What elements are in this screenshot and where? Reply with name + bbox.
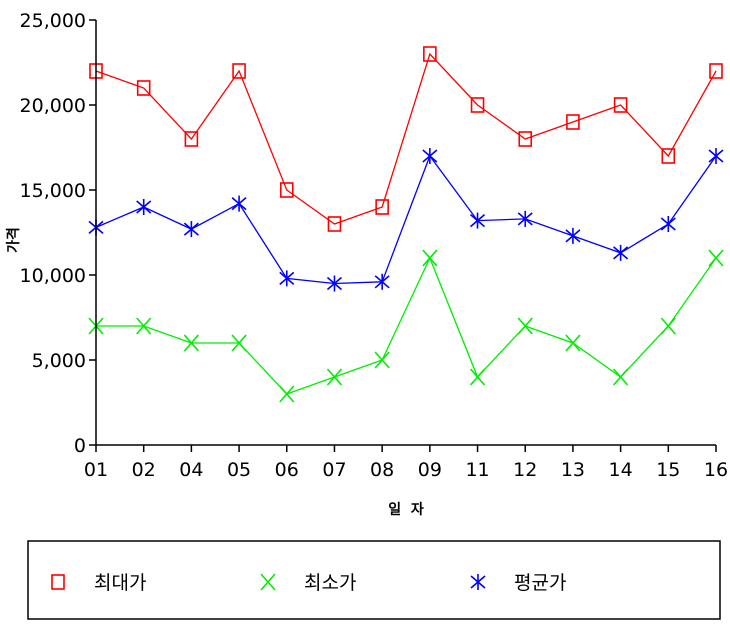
- legend-marker: [470, 574, 486, 590]
- data-point: [136, 80, 151, 96]
- x-tick-label: 15: [656, 459, 680, 481]
- legend-marker: [260, 573, 276, 591]
- data-point: [374, 273, 390, 290]
- legend-item: 최소가: [260, 572, 356, 594]
- x-tick-label: 01: [84, 459, 108, 481]
- plot-area: [88, 46, 724, 403]
- legend-label: 최대가: [94, 572, 146, 594]
- series-square: [89, 46, 723, 232]
- data-point: [566, 114, 580, 130]
- data-point: [279, 385, 295, 403]
- x-tick-label: 14: [609, 459, 633, 481]
- data-point: [326, 368, 343, 386]
- data-point: [517, 210, 533, 227]
- y-tick-label: 20,000: [20, 95, 86, 117]
- y-axis-title: 가격: [5, 227, 22, 253]
- x-tick-label: 09: [418, 459, 442, 481]
- x-axis-title: 일 자: [388, 502, 424, 518]
- y-tick-label: 15,000: [20, 180, 86, 202]
- data-point: [231, 334, 247, 352]
- x-tick-label: 11: [465, 459, 489, 481]
- data-point: [136, 199, 152, 215]
- data-point: [565, 334, 581, 352]
- legend-marker: [51, 574, 65, 590]
- data-point: [183, 221, 199, 238]
- x-tick-label: 12: [513, 459, 537, 481]
- data-point: [231, 195, 247, 212]
- legend-box: [27, 540, 721, 620]
- series-line: [95, 52, 717, 225]
- y-tick-label: 0: [74, 435, 86, 457]
- data-point: [518, 131, 533, 147]
- x-tick-label: 08: [370, 459, 394, 481]
- data-point: [326, 275, 342, 292]
- data-point: [136, 317, 152, 335]
- data-point: [709, 63, 723, 79]
- data-point: [279, 182, 294, 198]
- data-point: [613, 244, 629, 261]
- legend: 최대가 최소가 평균가: [27, 540, 721, 620]
- data-point: [470, 97, 485, 113]
- data-point: [517, 317, 533, 335]
- data-point: [661, 148, 676, 164]
- x-tick-label: 05: [227, 459, 251, 481]
- data-point: [184, 131, 199, 147]
- legend-item: 최대가: [51, 572, 146, 594]
- x-tick-label: 02: [132, 459, 156, 481]
- data-point: [423, 46, 437, 62]
- x-tick-label: 16: [704, 459, 728, 481]
- x-tick-label: 07: [322, 459, 346, 481]
- data-point: [613, 97, 628, 113]
- x-tick-label: 06: [275, 459, 299, 481]
- data-point: [469, 368, 486, 386]
- legend-label: 최소가: [304, 572, 356, 594]
- data-point: [327, 216, 342, 232]
- data-point: [374, 351, 390, 369]
- x-tick-label: 13: [561, 459, 585, 481]
- data-point: [660, 317, 676, 335]
- data-point: [708, 148, 724, 164]
- data-point: [470, 212, 486, 229]
- data-point: [708, 249, 724, 267]
- series-line: [95, 154, 717, 285]
- data-point: [613, 368, 629, 386]
- series-line: [96, 256, 717, 395]
- data-point: [565, 227, 581, 244]
- legend-label: 평균가: [514, 572, 566, 594]
- data-point: [232, 63, 246, 79]
- legend-item: 평균가: [470, 572, 566, 594]
- data-point: [422, 249, 438, 267]
- x-tick-label: 04: [179, 459, 203, 481]
- data-point: [422, 148, 438, 164]
- data-point: [279, 270, 295, 287]
- y-tick-label: 5,000: [32, 350, 86, 372]
- data-point: [660, 216, 676, 232]
- y-tick-label: 10,000: [20, 265, 86, 287]
- axes: 0 5,000 10,000 15,000 20,000 25,000 01 02 04 05 06…: [20, 10, 729, 481]
- data-point: [375, 199, 389, 215]
- series-asterisk: [88, 148, 724, 292]
- y-tick-label: 25,000: [20, 10, 86, 32]
- data-point: [183, 334, 199, 352]
- series-x: [88, 249, 724, 403]
